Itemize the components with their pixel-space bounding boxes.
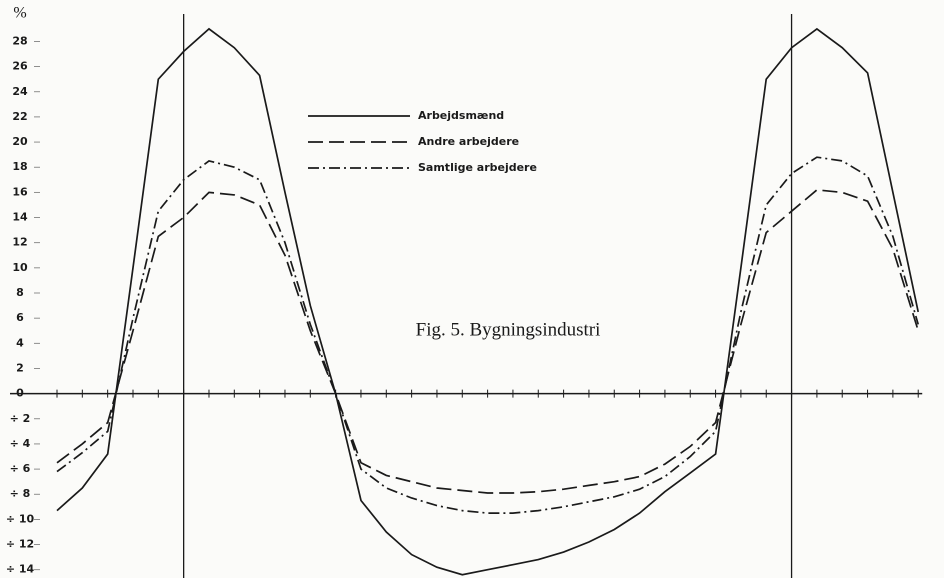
chart-title: Fig. 5. Bygningsindustri bbox=[416, 319, 601, 340]
y-tick-label: 22 bbox=[12, 110, 27, 123]
legend-label: Samtlige arbejdere bbox=[418, 161, 537, 174]
y-tick-label: ÷ 12 bbox=[6, 538, 34, 551]
y-tick-label: 26 bbox=[12, 60, 28, 73]
y-tick-label: 28 bbox=[12, 34, 27, 47]
y-tick-label: 14 bbox=[12, 211, 28, 224]
y-tick-label: 10 bbox=[12, 261, 28, 274]
y-tick-label: 8 bbox=[16, 286, 24, 299]
series-line bbox=[56, 189, 920, 494]
legend-label: Arbejdsmænd bbox=[418, 109, 504, 122]
y-tick-label: 6 bbox=[16, 311, 24, 324]
y-axis-label: % bbox=[13, 5, 26, 22]
y-tick-label: 18 bbox=[12, 160, 27, 173]
legend-label: Andre arbejdere bbox=[418, 135, 519, 148]
y-tick-label: ÷ 8 bbox=[10, 487, 31, 500]
y-tick-label: 0 bbox=[16, 387, 24, 400]
y-tick-label: ÷ 14 bbox=[6, 563, 35, 576]
y-tick-label: 16 bbox=[12, 185, 28, 198]
y-tick-label: ÷ 10 bbox=[6, 512, 35, 525]
y-tick-label: 24 bbox=[12, 85, 28, 98]
y-tick-label: ÷ 2 bbox=[10, 412, 31, 425]
series-line bbox=[56, 27, 920, 576]
y-tick-label: 4 bbox=[16, 336, 24, 349]
y-tick-label: ÷ 4 bbox=[10, 437, 31, 450]
series-line bbox=[56, 156, 920, 514]
y-tick-label: 20 bbox=[12, 135, 28, 148]
y-tick-label: ÷ 6 bbox=[10, 462, 31, 475]
y-tick-label: 2 bbox=[16, 361, 24, 374]
y-tick-label: 12 bbox=[12, 236, 27, 249]
